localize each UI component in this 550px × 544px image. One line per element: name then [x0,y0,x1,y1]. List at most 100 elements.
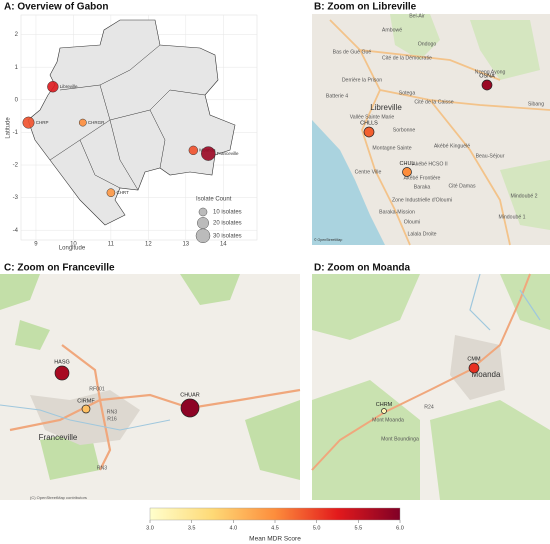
site-label: OSNA [479,73,495,79]
site-label: CMM [467,356,481,362]
place-label: Sotega [399,90,416,96]
place-label: Derrière la Prison [342,77,382,83]
panel-title: C: Zoom on Franceville [4,263,115,274]
site-label: Franceville [217,151,239,156]
colorbar-tick-label: 5.0 [313,525,321,531]
y-tick-label: -2 [13,163,19,169]
site-label: CHUL [400,161,415,167]
river [0,404,171,431]
site-marker [201,146,216,161]
place-label: Montagne Sainte [372,145,411,151]
colorbar-tick-label: 3.0 [146,525,154,531]
size-legend-label: 10 isolates [213,210,242,216]
green-areas [390,14,550,230]
size-legend-marker [198,207,208,217]
x-tick-label: 10 [70,242,77,248]
site-label: Libreville [60,84,78,89]
colorbar-gradient [149,507,401,521]
place-label: Akébé Kinguélé [434,143,470,149]
place-label: Batterie 4 [326,93,348,99]
y-tick-label: 2 [15,32,19,38]
country-outline [27,19,236,226]
place-label: Mindoubé 1 [498,214,525,220]
y-tick-label: -1 [13,130,19,136]
site-marker [106,188,116,198]
x-tick-label: 13 [182,242,189,248]
place-label: (C) OpenStreetMap contributors [30,495,87,500]
roads [329,19,550,246]
place-label: Baraka [414,184,431,190]
site-label: CHRT [116,190,129,195]
sea [312,120,385,245]
place-label: Bel-Air [409,13,425,19]
site-label: HASG [54,359,70,365]
site-marker [363,126,375,138]
x-tick-label: 11 [108,242,115,248]
site-marker [22,116,35,129]
site-label: CHUAR [180,392,200,398]
place-label: Cité Damas [448,183,476,189]
x-axis-label: Longitude [59,246,86,252]
urban-area [30,390,140,445]
site-marker [47,81,59,93]
roads [9,344,301,471]
place-label: Akébé HCSO II [412,161,447,167]
place-label: Beau-Séjour [476,153,505,159]
y-tick-label: -4 [13,228,19,234]
green-areas [0,274,300,480]
place-label: R16 [107,416,117,422]
x-tick-label: 9 [34,242,38,248]
y-axis-label: Latitude [6,117,12,139]
place-label: Cité de la Démocratie [382,55,432,61]
panel-c: C: Zoom on Franceville Franceville RF001 R… [0,263,301,500]
site-marker [381,408,387,414]
place-label: RN3 [97,465,107,471]
site-label: CHRP [36,120,49,125]
site-label: CHRM [376,402,393,408]
place-label: RN3 [107,409,117,415]
colorbar-tick-label: 4.5 [271,525,279,531]
place-label: Mont Moanda [372,417,404,423]
size-legend-label: 20 isolates [213,221,242,227]
size-legend-label: 30 isolates [213,233,242,239]
site-label: CIRMF [77,398,95,404]
place-label: Franceville [39,433,78,442]
site-marker [468,362,480,374]
y-tick-label: -3 [13,195,19,201]
place-label: Zone Industrielle d'Oloumi [392,197,452,203]
place-label: Mont Boundinga [381,436,419,442]
place-label: R24 [424,404,434,410]
panel-title: D: Zoom on Moanda [314,263,411,274]
site-label: CHRGR [88,120,105,125]
size-legend-marker [197,217,209,230]
site-marker [54,365,70,381]
site-marker [188,145,199,156]
place-label: Lalala Droite [407,231,436,237]
x-tick-label: 14 [220,242,227,248]
site-marker [402,167,412,177]
panel-a: A: Overview of Gabon Latitude Longitude … [4,2,258,252]
place-label: Baraka-Mission [379,209,415,215]
province-borders [49,44,206,191]
map-tiles [0,274,300,500]
place-label: Libreville [370,103,402,112]
y-tick-label: 0 [15,97,19,103]
colorbar-title: Mean MDR Score [249,536,301,543]
site-marker [81,404,91,414]
panel-title: A: Overview of Gabon [4,2,108,13]
site-marker [180,398,200,418]
place-label: Nzeng Ayong [475,69,506,75]
panel-title: B: Zoom on Libreville [314,2,417,13]
place-label: Cité de la Caisse [414,99,453,105]
size-legend-marker [195,228,211,244]
place-label: Vallée Sainte Marie [350,114,395,120]
colorbar-tick-label: 6.0 [396,525,404,531]
place-label: Mindoubé 2 [510,193,537,199]
place-label: Oloumi [404,219,420,225]
colorbar-tick-label: 3.5 [188,525,196,531]
place-label: Akébé Frontière [404,175,441,181]
attribution: © OpenStreetMap [314,238,342,242]
site-label: CHLLS [360,120,378,126]
colorbar-tick-label: 4.0 [230,525,238,531]
